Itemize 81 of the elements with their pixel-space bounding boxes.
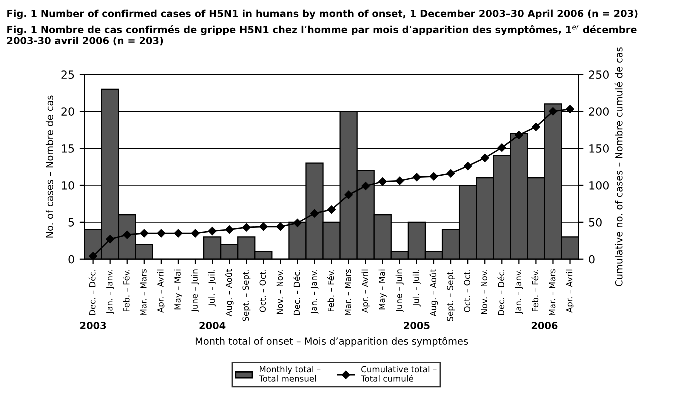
point [225,226,234,234]
y-tick-label: 10 [62,181,74,190]
x-tick-label: Feb. – Fév. [532,270,539,312]
y-tick-label: 15 [62,144,74,153]
y-axis-title: No. of cases – Nombre de cas [46,96,54,238]
x-tick-label: Apr. – Avril [566,270,574,314]
y2-tick-label: 200 [589,108,609,116]
x-tick-label: Dec. – Déc. [293,270,300,316]
x-axis-title: Month total of onset – Mois d’apparition des symptômes [196,337,468,347]
y2-tick-label: 100 [590,181,609,190]
point [566,105,574,114]
x-tick-label: May – Mai [378,270,387,310]
point [294,219,302,228]
point [140,229,149,238]
x-tick-label: Jan. – Janv. [310,270,319,314]
text: 2004 [200,322,226,330]
x-tick-label: June – Juin [396,270,404,312]
point [549,107,558,116]
x-tick-label: Sept. – Sept. [447,270,456,322]
point [464,162,472,170]
x-tick-label: Oct. – Oct. [260,270,266,312]
x-tick-label: Jul. – Juil. [208,270,217,307]
x-tick-label: Apr. – Avril [362,270,370,314]
x-tick-label: Aug. – Août [430,269,438,317]
text: Fig. 1 Nombre de cas confirmés de grippe H5N1 chez l’homme par mois d’apparition des symptômes, 1$^{er}$ décembre 2003-30 avril 2006 (n = 203) [8,26,637,46]
x-tick-label: Nov. – Nov. [276,270,284,314]
x-tick-label: Feb. – Fév. [123,270,130,312]
x-tick-label: Aug. – Août [225,269,234,317]
x-tick-label: Mar. – Mars [140,270,147,316]
y2-axis-title: Cumulative no. of cases – Nombre cumulé de cas [614,48,623,286]
point [515,131,524,140]
point [498,144,506,152]
x-tick-label: Jan. – Janv. [515,270,524,314]
y-tick-label: 0 [68,255,74,264]
y-tick-label: 5 [68,218,74,227]
x-tick-label: Oct. – Oct. [464,270,470,312]
y2-tick-label: 0 [589,255,595,264]
point [344,190,353,200]
point [174,229,183,238]
point [412,173,422,182]
point [362,182,370,190]
point [276,222,285,232]
point [532,122,540,132]
point [430,172,438,181]
x-tick-label: Jul. – Juil. [412,270,421,307]
point [260,222,268,232]
text: 2006 [532,322,558,330]
point [446,170,456,178]
chart-title: Fig. 1 Number of confirmed cases of H5N1 in humans by month of onset, 1 December 2003–30 April 2006 (n = 203) [8,10,638,20]
point [191,229,200,238]
x-tick-label: Feb. – Fév. [327,270,334,312]
point [123,230,132,240]
y2-tick-label: 50 [589,218,602,227]
y-tick-label: 25 [62,70,74,80]
x-tick-label: Apr. – Avril [157,270,166,314]
x-tick-label: May – Mai [174,270,183,310]
legend-label: Cumulative total – Total cumulé [361,366,437,382]
text: 2003 [80,322,106,330]
y2-tick-label: 250 [589,70,609,80]
point [106,235,114,244]
point [157,229,166,238]
x-tick-label: Dec. – Déc. [498,270,505,316]
x-tick-label: Mar. – Mars [549,270,556,316]
x-tick-label: Nov. – Nov. [481,270,488,314]
point [242,223,251,232]
y-tick-label: 20 [62,108,74,116]
text: 2005 [404,322,430,330]
x-tick-label: Jan. – Janv. [106,270,114,314]
y2-tick-label: 150 [590,144,609,153]
point [396,176,404,186]
x-tick-label: Sept. – Sept. [242,270,251,322]
point [378,178,388,186]
point [310,209,319,218]
point [480,154,490,162]
x-tick-label: June – Juin [191,270,200,312]
x-tick-label: Dec. – Déc. [88,270,96,316]
point [208,227,217,236]
point [89,252,98,260]
legend-label: Monthly total – Total mensuel [259,366,321,382]
point [328,206,336,214]
x-tick-label: Mar. – Mars [345,270,352,316]
